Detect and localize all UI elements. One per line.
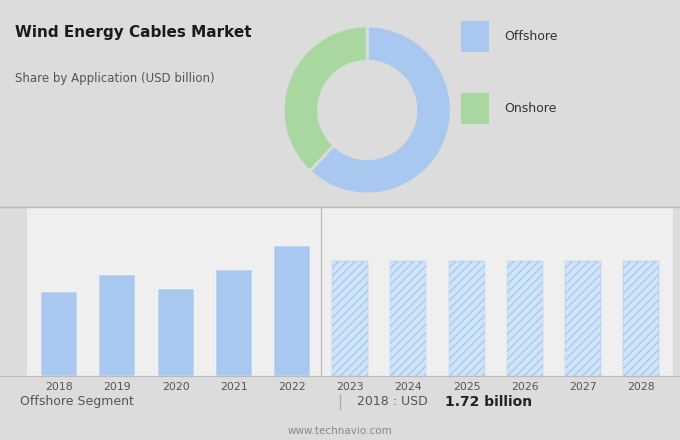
FancyBboxPatch shape <box>461 21 489 52</box>
Bar <box>449 260 485 376</box>
Text: Wind Energy Cables Market: Wind Energy Cables Market <box>15 25 252 40</box>
Text: Share by Application (USD billion): Share by Application (USD billion) <box>15 72 215 85</box>
Text: www.technavio.com: www.technavio.com <box>288 426 392 436</box>
Bar <box>390 260 426 376</box>
FancyBboxPatch shape <box>461 93 489 124</box>
Wedge shape <box>283 26 367 171</box>
Text: Onshore: Onshore <box>505 103 557 115</box>
Text: Offshore Segment: Offshore Segment <box>20 395 134 408</box>
Wedge shape <box>309 26 452 194</box>
Text: 2018 : USD: 2018 : USD <box>357 395 432 408</box>
Bar <box>332 260 369 376</box>
Bar <box>274 246 310 376</box>
Bar <box>216 271 252 376</box>
Bar <box>41 292 78 376</box>
Text: |: | <box>337 393 343 410</box>
Bar <box>565 260 601 376</box>
Bar <box>99 275 135 376</box>
Bar <box>507 260 543 376</box>
Bar <box>623 260 659 376</box>
Bar <box>158 289 194 376</box>
Text: 1.72 billion: 1.72 billion <box>445 395 532 408</box>
Text: Offshore: Offshore <box>505 30 558 43</box>
